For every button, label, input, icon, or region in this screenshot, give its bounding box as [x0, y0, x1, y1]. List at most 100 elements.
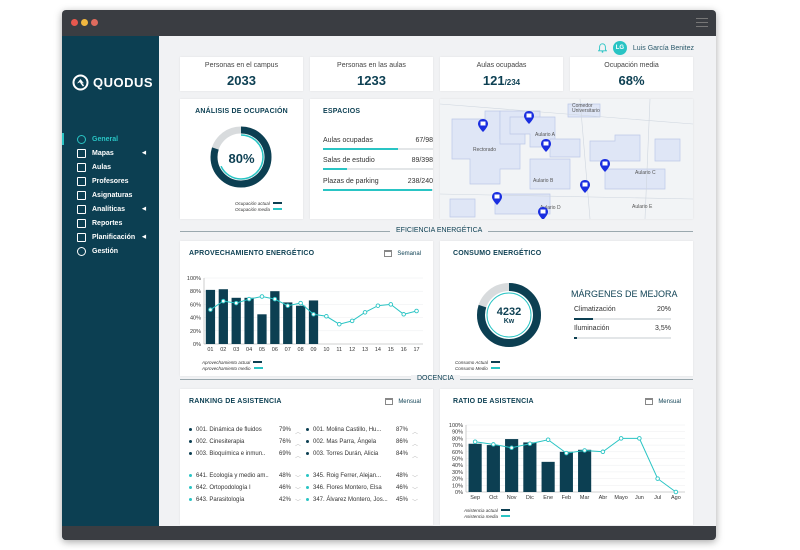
- x-tick-label: Abr: [599, 495, 608, 501]
- ranking-item[interactable]: 643. Parasitología 42% ﹀: [189, 497, 309, 506]
- ranking-label: 641. Ecología y medio am..: [196, 473, 269, 479]
- map-pin-icon[interactable]: [478, 119, 488, 132]
- sidebar-item-profesores[interactable]: Profesores: [62, 174, 159, 188]
- x-tick-label: Dic: [526, 495, 534, 501]
- calendar-icon: [645, 398, 654, 405]
- map-label-rectorado: Rectorado: [473, 147, 497, 153]
- ranking-item[interactable]: 002. Mas Parra, Ángela 86% ︿: [306, 439, 426, 448]
- y-tick-label: 20%: [190, 329, 201, 335]
- logo[interactable]: QUODUS: [72, 74, 153, 91]
- close-dot[interactable]: [71, 19, 78, 26]
- sidebar-item-gestion[interactable]: Gestión: [62, 244, 159, 258]
- chevron-up-icon: ︿: [412, 454, 419, 460]
- user-area[interactable]: LG Luis García Benitez: [597, 41, 694, 55]
- user-name[interactable]: Luis García Benitez: [632, 44, 694, 52]
- x-tick-label: Jun: [635, 495, 644, 501]
- period-selector[interactable]: Mensual: [645, 398, 681, 405]
- line-point: [618, 436, 624, 441]
- ranking-item[interactable]: 002. Cinesiterapia 76% ︿: [189, 439, 309, 448]
- sidebar-item-aulas[interactable]: Aulas: [62, 160, 159, 174]
- x-tick-label: 11: [336, 347, 342, 353]
- map-pin-icon[interactable]: [492, 192, 502, 205]
- attendance-legend: Asistencia actual Asistencia media: [464, 507, 511, 519]
- period-selector[interactable]: Semanal: [384, 250, 421, 257]
- ranking-item[interactable]: 003. Torres Durán, Alicia 84% ︿: [306, 451, 426, 460]
- ranking-percent: 46%: [396, 485, 409, 491]
- map-pin-icon[interactable]: [538, 207, 548, 219]
- map-label-aulario-e: Aulario E: [632, 204, 653, 210]
- map-pin-icon[interactable]: [600, 159, 610, 172]
- caret-left-icon: ◀: [142, 206, 146, 212]
- logo-icon: [72, 74, 89, 91]
- ranking-item[interactable]: 642. Ortopodología I 46% ﹀: [189, 485, 309, 494]
- y-tick-label: 80%: [452, 436, 463, 442]
- classroom-icon: [77, 162, 86, 172]
- sidebar-item-asignaturas[interactable]: Asignaturas: [62, 188, 159, 202]
- bar: [283, 302, 293, 344]
- bullet-icon: [306, 473, 309, 477]
- line-point: [349, 318, 355, 324]
- attendance-card: RATIO DE ASISTENCIA Mensual 0% 10% 20% 30% 4…: [440, 389, 693, 525]
- bullet-icon: [306, 451, 309, 455]
- energy-use-card: APROVECHAMIENTO ENERGÉTICO Semanal 0% 20%…: [180, 241, 433, 376]
- map-label-aulario-b: Aulario B: [533, 178, 554, 184]
- line-point: [673, 489, 679, 495]
- occupancy-legend: Ocupación actual Ocupación media: [235, 200, 283, 212]
- sidebar-item-planificacion[interactable]: Planificación ◀: [62, 230, 159, 244]
- line-point: [472, 439, 478, 445]
- chevron-down-icon: ﹀: [412, 488, 419, 494]
- avatar[interactable]: LG: [612, 41, 627, 55]
- consumption-value: 4232: [496, 306, 522, 318]
- sidebar-item-reportes[interactable]: Reportes: [62, 216, 159, 230]
- chevron-up-icon: ︿: [412, 430, 419, 436]
- minimize-dot[interactable]: [81, 19, 88, 26]
- bullet-icon: [189, 451, 192, 455]
- sidebar-item-mapas[interactable]: Mapas ◀: [62, 146, 159, 160]
- attendance-chart: 0%10%20%30%40%50%60%70%80%90%100% Sep Oct N…: [449, 423, 685, 501]
- chevron-down-icon: ﹀: [412, 500, 419, 506]
- ranking-item[interactable]: 641. Ecología y medio am.. 48% ﹀: [189, 473, 309, 482]
- ranking-item[interactable]: 001. Dinámica de fluidos 79% ︿: [189, 427, 309, 436]
- bar: [486, 445, 500, 492]
- line-point: [246, 296, 252, 302]
- x-tick-label: Feb: [562, 495, 571, 501]
- ranking-percent: 46%: [279, 485, 292, 491]
- ranking-item[interactable]: 003. Bioquímica e inmun.. 69% ︿: [189, 451, 309, 460]
- ranking-item[interactable]: 347. Álvarez Montero, Jos... 45% ﹀: [306, 497, 426, 506]
- sidebar-item-general[interactable]: General: [62, 132, 159, 146]
- occupancy-title: ANÁLISIS DE OCUPACIÓN: [195, 108, 288, 115]
- map-pin-icon[interactable]: [524, 111, 534, 124]
- bullet-icon: [189, 485, 192, 489]
- maximize-dot[interactable]: [91, 19, 98, 26]
- bullet-icon: [306, 497, 309, 501]
- line-point: [208, 307, 213, 312]
- chevron-up-icon: ︿: [295, 454, 302, 460]
- period-selector[interactable]: Mensual: [385, 398, 421, 405]
- kpi-value: 68%: [618, 73, 645, 88]
- ranking-item[interactable]: 345. Roig Ferrer, Alejan... 48% ﹀: [306, 473, 426, 482]
- energy-use-title: APROVECHAMIENTO ENERGÉTICO: [189, 250, 315, 257]
- campus-map[interactable]: Comedor Universitario Aulario A Rectorad…: [440, 99, 693, 219]
- x-tick-label: 15: [388, 347, 394, 353]
- ranking-label: 642. Ortopodología I: [196, 485, 251, 491]
- sidebar-item-label: Reportes: [92, 219, 123, 227]
- map-pin-icon[interactable]: [580, 180, 590, 193]
- consumption-legend: Consumo Actual Consumo Medio: [455, 359, 500, 371]
- ranking-item[interactable]: 346. Flores Montero, Elsa 46% ﹀: [306, 485, 426, 494]
- ranking-item[interactable]: 001. Molina Castillo, Hu... 87% ︿: [306, 427, 426, 436]
- menu-icon[interactable]: [696, 18, 708, 27]
- x-tick-label: Ene: [543, 495, 553, 501]
- bar: [205, 289, 216, 344]
- spaces-card: ESPACIOS Aulas ocupadas 67/98 Salas de es…: [310, 99, 433, 219]
- sidebar-item-label: Aulas: [92, 163, 112, 171]
- x-tick-label: 10: [323, 347, 329, 353]
- consumption-title: CONSUMO ENERGÉTICO: [453, 250, 542, 257]
- y-tick-label: 0%: [193, 342, 201, 348]
- bell-icon[interactable]: [597, 43, 607, 53]
- line-point: [285, 303, 290, 308]
- sidebar-item-analiticas[interactable]: Analíticas ◀: [62, 202, 159, 216]
- map-pin-icon[interactable]: [541, 139, 551, 152]
- x-tick-label: Mar: [580, 495, 590, 501]
- ranking-percent: 87%: [396, 427, 409, 433]
- space-row-study-rooms: Salas de estudio 89/398: [323, 157, 433, 170]
